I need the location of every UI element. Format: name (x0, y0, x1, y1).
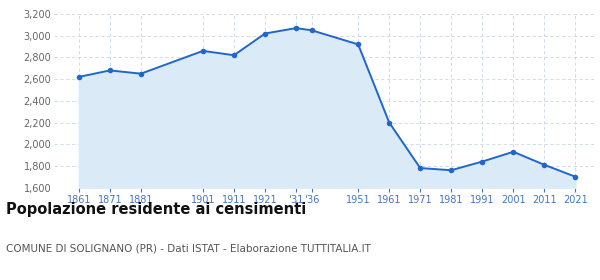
Text: Popolazione residente ai censimenti: Popolazione residente ai censimenti (6, 202, 306, 217)
Point (136, 71, 146, 76)
Point (571, 174, 580, 179)
Point (385, 120, 394, 125)
Point (105, 68, 115, 73)
Point (260, 31, 270, 36)
Point (74, 75, 83, 79)
Point (198, 49, 208, 53)
Point (291, 26, 301, 30)
Point (307, 28, 316, 32)
Point (229, 53, 239, 57)
Point (478, 159, 487, 164)
Point (415, 166, 425, 170)
Point (353, 42, 363, 46)
Point (539, 163, 549, 167)
Point (509, 150, 518, 154)
Text: COMUNE DI SOLIGNANO (PR) - Dati ISTAT - Elaborazione TUTTITALIA.IT: COMUNE DI SOLIGNANO (PR) - Dati ISTAT - … (6, 244, 371, 254)
Point (446, 168, 456, 172)
